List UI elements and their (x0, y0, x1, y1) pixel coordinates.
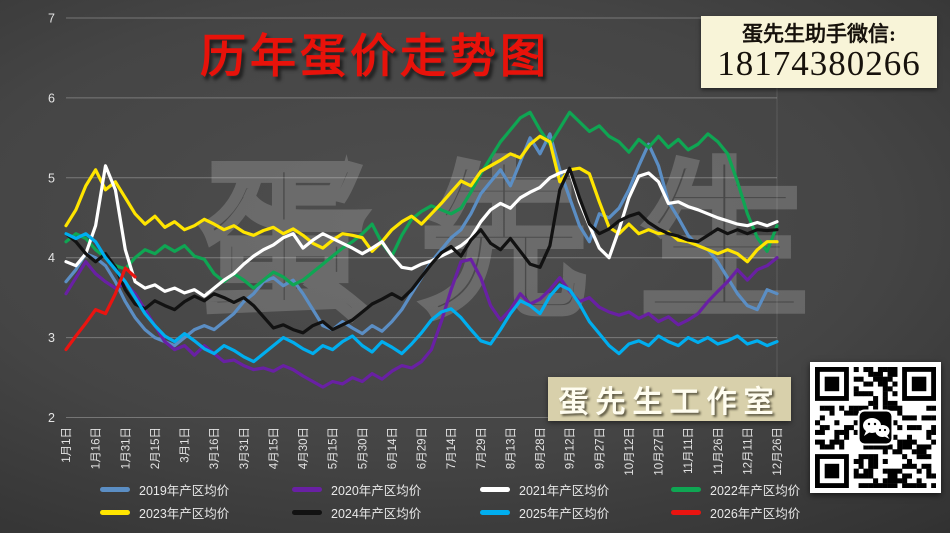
legend-label: 2022年产区均价 (710, 483, 801, 498)
series-line-2023 (64, 134, 779, 264)
legend-label: 2019年产区均价 (139, 483, 230, 498)
x-tick-label: 1月31日 (120, 427, 132, 469)
y-axis-label: 6 (48, 91, 55, 105)
y-axis-label: 4 (48, 251, 55, 265)
x-tick-label: 6月14日 (387, 427, 399, 469)
x-tick-label: 5月15日 (328, 427, 340, 469)
series-line-2026 (64, 266, 137, 352)
studio-badge: 蛋先生工作室 (548, 377, 791, 421)
wechat-qr-code (810, 362, 941, 493)
x-tick-label: 6月29日 (417, 427, 429, 469)
legend-label: 2020年产区均价 (331, 483, 422, 498)
legend-label: 2023年产区均价 (139, 506, 230, 521)
series-line-2024 (64, 166, 779, 335)
x-tick-label: 12月11日 (742, 427, 754, 475)
chart-legend: 2019年产区均价 2020年产区均价 2021年产区均价 2022年产区均价 2023… (100, 479, 810, 522)
x-tick-label: 2月15日 (150, 427, 162, 469)
legend-item-2025: 2025年产区均价 (480, 502, 671, 522)
series-line-2019 (64, 132, 779, 348)
x-tick-label: 3月16日 (209, 427, 221, 469)
legend-label: 2024年产区均价 (331, 506, 422, 521)
contact-wechat-label: 蛋先生助手微信: (742, 21, 896, 46)
legend-swatch (100, 486, 130, 492)
x-tick-label: 4月15日 (268, 427, 280, 469)
x-tick-label: 3月1日 (180, 427, 192, 463)
legend-label: 2025年产区均价 (519, 506, 610, 521)
legend-item-2023: 2023年产区均价 (100, 502, 292, 522)
legend-item-2022: 2022年产区均价 (671, 479, 810, 499)
x-tick-label: 4月30日 (298, 427, 310, 469)
series-line-2020 (64, 256, 779, 389)
x-tick-label: 9月27日 (594, 427, 606, 469)
legend-item-2026: 2026年产区均价 (671, 502, 810, 522)
y-axis-label: 3 (48, 331, 55, 345)
legend-item-2024: 2024年产区均价 (292, 502, 480, 522)
x-tick-label: 5月30日 (357, 427, 369, 469)
legend-swatch (671, 486, 701, 492)
qr-code-pattern (815, 367, 936, 488)
legend-item-2020: 2020年产区均价 (292, 479, 480, 499)
legend-swatch (480, 486, 510, 492)
y-axis-label: 2 (48, 411, 55, 425)
x-tick-label: 10月12日 (624, 427, 636, 476)
x-tick-label: 8月28日 (535, 427, 547, 469)
legend-label: 2021年产区均价 (519, 483, 610, 498)
wechat-icon (857, 409, 894, 446)
x-tick-label: 7月29日 (476, 427, 488, 469)
x-tick-label: 8月13日 (505, 427, 517, 469)
x-tick-label: 1月16日 (91, 427, 103, 469)
legend-swatch (480, 509, 510, 515)
x-tick-label: 1月1日 (61, 427, 73, 463)
contact-phone-number: 18174380266 (717, 43, 921, 83)
y-axis-label: 7 (48, 12, 55, 26)
x-tick-label: 11月11日 (683, 427, 695, 474)
x-tick-label: 11月26日 (713, 427, 725, 475)
legend-item-2019: 2019年产区均价 (100, 479, 292, 499)
legend-swatch (100, 509, 130, 515)
x-tick-label: 12月26日 (772, 427, 784, 476)
legend-swatch (671, 509, 701, 515)
x-tick-label: 7月14日 (446, 427, 458, 469)
y-axis-label: 5 (48, 171, 55, 185)
legend-item-2021: 2021年产区均价 (480, 479, 671, 499)
legend-swatch (292, 486, 322, 492)
contact-card: 蛋先生助手微信: 18174380266 (701, 16, 937, 88)
x-tick-label: 9月12日 (565, 427, 577, 469)
legend-swatch (292, 509, 322, 515)
series-line-2025 (64, 232, 779, 364)
x-tick-label: 3月31日 (239, 427, 251, 469)
series-line-2022 (64, 110, 779, 290)
x-tick-label: 10月27日 (654, 427, 666, 476)
legend-label: 2026年产区均价 (710, 506, 801, 521)
series-line-2021 (64, 164, 779, 298)
chart-title: 历年蛋价走势图 (200, 30, 550, 82)
x-axis-labels: 1月1日 1月16日 1月31日 2月15日 3月1日 3月16日 3月31日 4月15日 4月… (61, 427, 784, 476)
